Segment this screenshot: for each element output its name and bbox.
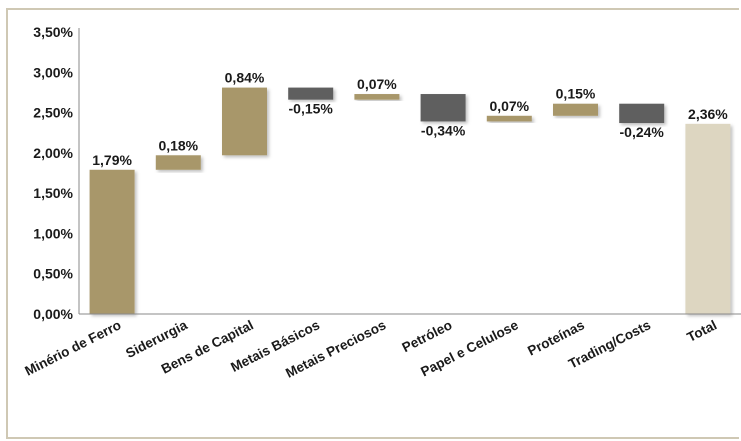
bar [486, 115, 532, 122]
data-label: 0,18% [158, 137, 198, 153]
bar [685, 123, 731, 314]
data-label: -0,24% [620, 124, 665, 140]
bar [89, 169, 135, 314]
bar [222, 87, 267, 156]
data-labels: 1,79% 0,18% 0,84% -0,15% 0,07% -0,34% 0,07% 0,1… [92, 70, 728, 168]
data-label: 2,36% [688, 106, 728, 122]
data-label: 0,84% [225, 70, 265, 86]
bars [89, 87, 731, 314]
y-tick-label: 0,00% [33, 306, 73, 322]
y-tick-label: 1,50% [33, 185, 73, 201]
data-label: -0,15% [289, 101, 334, 117]
bar [288, 87, 334, 100]
category-label: Minério de Ferro [22, 317, 123, 378]
data-label: 0,07% [357, 76, 397, 92]
y-tick-label: 1,00% [33, 225, 73, 241]
bar [354, 94, 400, 100]
category-label: Petróleo [400, 317, 455, 355]
y-tick-label: 3,00% [33, 64, 73, 80]
y-axis: 0,00% 0,50% 1,00% 1,50% 2,00% 2,50% 3,00% 3,50% [33, 24, 80, 322]
data-label: 0,15% [556, 86, 596, 102]
data-label: 1,79% [92, 152, 132, 168]
y-tick-label: 3,50% [33, 24, 73, 40]
y-tick-label: 2,00% [33, 145, 73, 161]
data-label: -0,34% [421, 122, 466, 138]
bar [420, 94, 466, 122]
y-tick-label: 2,50% [33, 105, 73, 121]
data-label: 0,07% [489, 98, 529, 114]
category-label: Total [685, 317, 720, 345]
bar [619, 103, 665, 124]
bar [553, 103, 598, 116]
bar [155, 155, 201, 170]
y-tick-label: 0,50% [33, 266, 73, 282]
